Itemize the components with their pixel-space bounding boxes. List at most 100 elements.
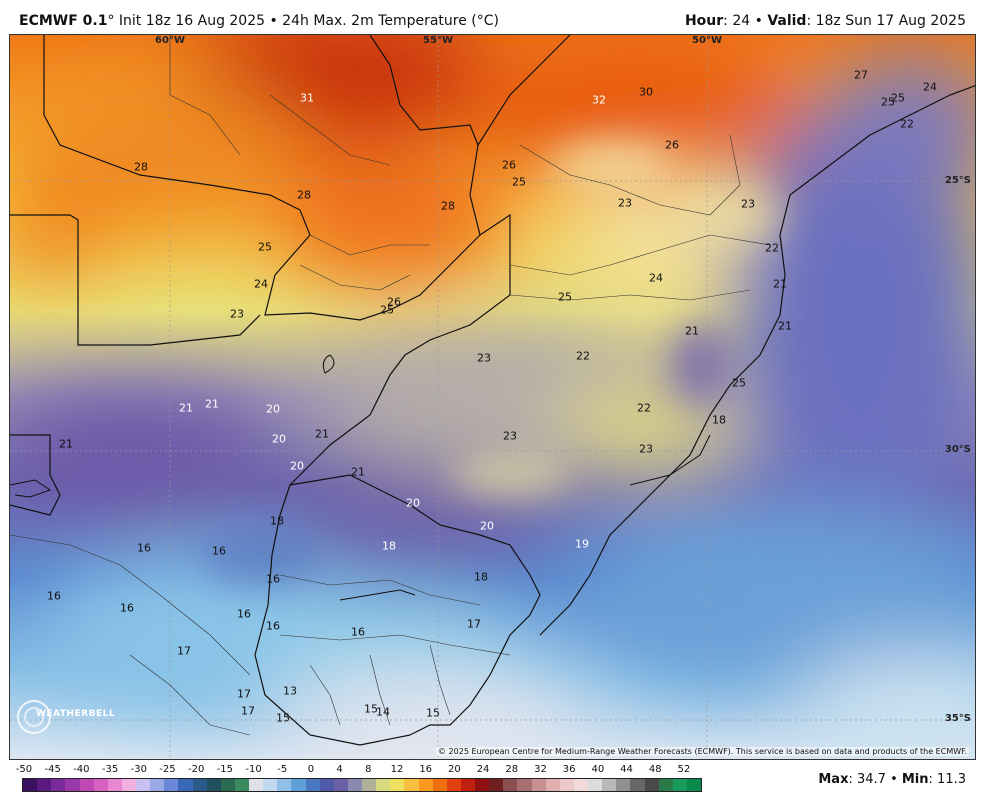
scale-swatch [291,779,306,791]
temp-label: 23 [639,442,653,456]
temp-label: 18 [270,514,284,528]
model-title: ECMWF 0.1° Init 18z 16 Aug 2025 • 24h Ma… [19,13,499,29]
scale-swatch [602,779,617,791]
temp-label: 21 [59,437,73,451]
temp-label: 25 [558,290,572,304]
temp-label: 16 [212,544,226,558]
scale-swatch [460,779,475,791]
scale-swatch [616,779,631,791]
temp-label: 18 [712,413,726,427]
temp-label: 27 [854,68,868,82]
scale-tick-label: 36 [562,764,576,775]
state-borders [10,35,771,736]
temp-label: 25 [258,240,272,254]
temp-label: 24 [923,80,937,94]
scale-tick-label: -40 [73,764,90,775]
temp-label: 23 [741,197,755,211]
temp-label: 15 [276,711,290,725]
temp-label: 17 [241,704,255,718]
scale-swatch [630,779,645,791]
lat-label-25s: 25°S [944,175,971,186]
model-name: ECMWF 0.1 [19,13,108,29]
scale-swatch [178,779,193,791]
scale-swatch [164,779,179,791]
temp-label: 21 [778,319,792,333]
temp-label: 21 [179,401,193,415]
scale-tick-label: 40 [591,764,605,775]
lat-label-30s: 30°S [944,444,971,455]
scale-swatch [192,779,207,791]
temp-label: 13 [283,684,297,698]
temperature-map: 60°W 55°W 50°W 25°S 30°S 35°S 31 32 30 2… [9,34,976,760]
scale-swatch [121,779,136,791]
temp-label: 22 [900,117,914,131]
scale-swatch [503,779,518,791]
temp-label: 20 [272,432,286,446]
hour-value: : 24 • [723,13,768,29]
temp-label: 16 [351,625,365,639]
scale-swatch [23,779,38,791]
temp-label: 24 [254,277,268,291]
min-value: : 11.3 [928,772,966,787]
scale-swatch [319,779,334,791]
temp-label: 20 [266,402,280,416]
scale-swatch [559,779,574,791]
temp-label: 28 [134,160,148,174]
temp-label: 17 [177,644,191,658]
temp-label: 14 [376,705,390,719]
scale-swatch [333,779,348,791]
scale-swatch [305,779,320,791]
temp-label: 22 [765,241,779,255]
lat-label-35s: 35°S [944,713,971,724]
init-description: ° Init 18z 16 Aug 2025 • 24h Max. 2m Tem… [107,13,499,29]
scale-swatch [376,779,391,791]
scale-swatch [573,779,588,791]
lon-label-60w: 60°W [155,35,185,46]
scale-tick-label: 0 [307,764,315,775]
scale-tick-label: 4 [336,764,343,775]
scale-swatch [418,779,433,791]
temp-label: 23 [230,307,244,321]
temp-label: 25 [881,95,895,109]
scale-swatch [277,779,292,791]
temp-label: 16 [137,541,151,555]
scale-swatch [390,779,405,791]
temp-label: 20 [480,519,494,533]
max-label: Max [818,772,849,787]
temp-label: 25 [732,376,746,390]
scale-swatch [79,779,94,791]
scale-tick-label: -5 [277,764,288,775]
scale-tick-label: -15 [216,764,234,775]
temp-label: 26 [502,158,516,172]
scale-tick-label: 44 [620,764,633,775]
scale-swatch [65,779,80,791]
scale-swatch [531,779,546,791]
temp-label: 24 [649,271,663,285]
temp-label: 20 [406,496,420,510]
temp-label: 21 [351,465,365,479]
scale-tick-label: 12 [390,764,404,775]
scale-swatch [107,779,122,791]
temp-label: 18 [474,570,488,584]
scale-swatch [475,779,490,791]
temp-label: 26 [665,138,679,152]
temp-label: 25 [380,303,394,317]
scale-tick-label: 16 [419,764,433,775]
temperature-detail [200,140,780,585]
temp-label: 32 [592,93,606,107]
scale-tick-label: 8 [365,764,372,775]
scale-tick-label: 52 [677,764,691,775]
scale-tick-label: 24 [476,764,490,775]
scale-swatch [686,779,701,791]
temp-label: 17 [237,687,251,701]
temp-label: 21 [685,324,699,338]
temp-label: 23 [618,196,632,210]
temp-label: 16 [237,607,251,621]
scale-tick-label: -10 [245,764,262,775]
temp-label: 21 [205,397,219,411]
scale-swatch [432,779,447,791]
scale-swatch [249,779,264,791]
scale-tick-label: 48 [648,764,662,775]
copyright-notice: © 2025 European Centre for Medium-Range … [436,747,969,756]
lon-label-55w: 55°W [423,35,453,46]
